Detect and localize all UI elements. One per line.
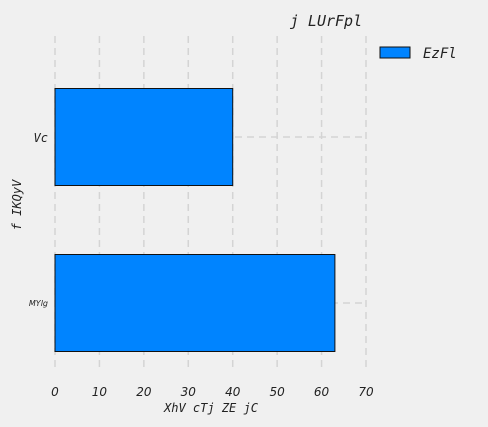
x-tick-label: 70 [358, 385, 374, 399]
legend: EzFl [379, 46, 457, 62]
legend-swatch [379, 46, 411, 59]
x-tick-label: 20 [136, 385, 152, 399]
x-tick-labels: 0 10 20 30 40 50 60 70 [51, 385, 374, 399]
bar [54, 254, 336, 352]
bar [54, 88, 234, 186]
x-axis-label: XhV cTj ZE jC [163, 401, 259, 415]
x-tick-label: 0 [51, 385, 59, 399]
chart-title: j LUrFpl [290, 12, 362, 30]
x-tick-label: 30 [181, 385, 197, 399]
x-tick-label: 10 [92, 385, 108, 399]
x-tick-label: 60 [314, 385, 330, 399]
legend-label: EzFl [423, 46, 457, 62]
x-tick-label: 40 [225, 385, 241, 399]
y-axis-label: f IKQyV [10, 179, 24, 230]
y-tick-label: Vc [34, 131, 48, 145]
y-tick-labels: MYlg Vc [29, 131, 48, 308]
x-tick-label: 50 [270, 385, 286, 399]
y-tick-label: MYlg [29, 299, 48, 308]
bars [54, 88, 336, 352]
